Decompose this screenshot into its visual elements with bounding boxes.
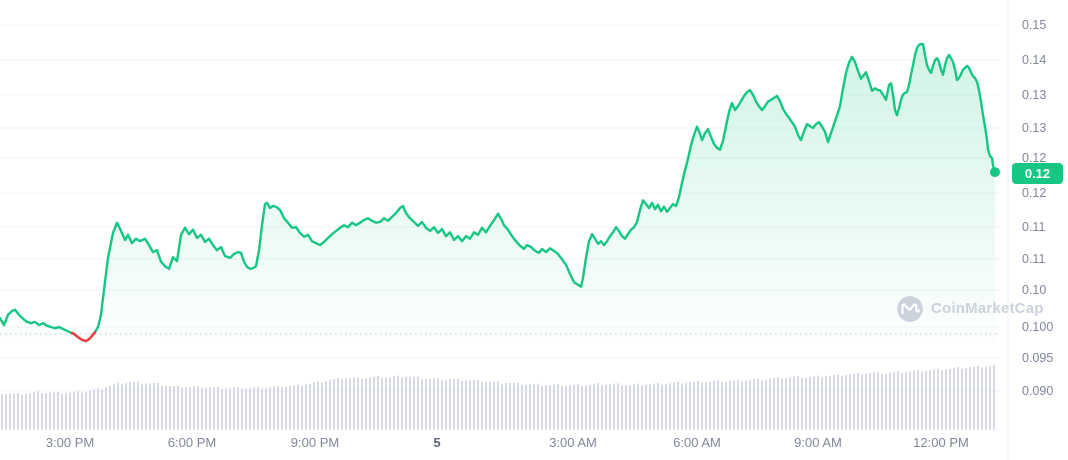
x-axis-tick: 3:00 PM xyxy=(45,435,95,450)
volume-bars xyxy=(1,364,995,429)
y-axis-tick: 0.14 xyxy=(1022,53,1047,67)
y-axis-tick: 0.12 xyxy=(1022,151,1047,165)
x-axis-tick: 3:00 AM xyxy=(549,435,597,450)
price-line-negative-segment xyxy=(70,330,97,343)
price-line xyxy=(0,42,997,343)
y-axis-tick: 0.13 xyxy=(1022,88,1047,102)
x-axis-tick: 9:00 AM xyxy=(794,435,842,450)
x-axis-tick: 9:00 PM xyxy=(290,435,340,450)
x-axis-tick: 6:00 PM xyxy=(167,435,217,450)
x-axis-tick: 12:00 PM xyxy=(913,435,969,450)
y-axis-tick: 0.095 xyxy=(1022,351,1054,365)
current-price-badge: 0.12 xyxy=(1012,163,1063,184)
y-axis-tick: 0.11 xyxy=(1022,220,1046,234)
y-axis-tick: 0.090 xyxy=(1022,384,1054,398)
x-axis-tick: 6:00 AM xyxy=(673,435,721,450)
price-area xyxy=(0,44,996,344)
y-axis-tick: 0.10 xyxy=(1022,283,1047,297)
x-axis-tick: 5 xyxy=(433,435,441,450)
y-axis-tick: 0.15 xyxy=(1022,18,1047,32)
current-price-dot xyxy=(990,167,1000,178)
y-axis-tick: 0.13 xyxy=(1022,121,1047,135)
y-axis-tick: 0.12 xyxy=(1022,186,1047,200)
y-axis-tick: 0.100 xyxy=(1022,320,1054,334)
y-axis-tick: 0.11 xyxy=(1022,252,1046,266)
